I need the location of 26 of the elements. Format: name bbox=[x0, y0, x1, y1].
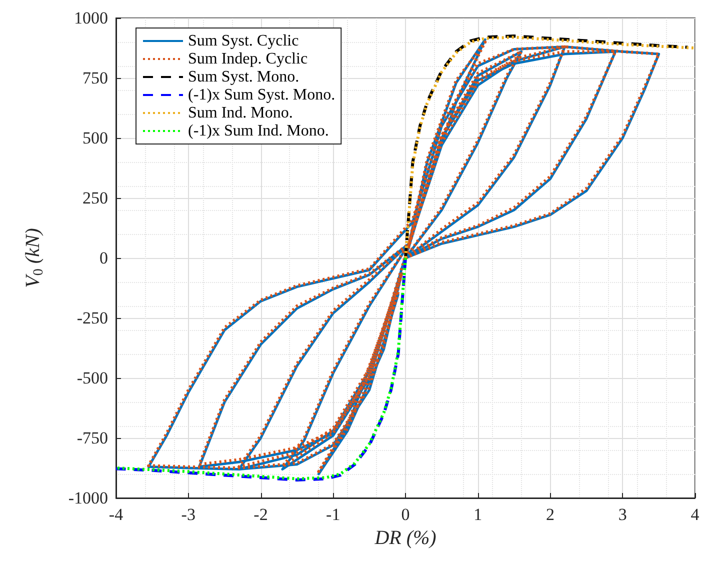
x-tick-label: -3 bbox=[181, 505, 196, 524]
y-tick-label: 250 bbox=[82, 188, 108, 208]
legend-label: Sum Syst. Mono. bbox=[188, 68, 300, 86]
y-tick-label: -500 bbox=[76, 368, 108, 388]
y-tick-label: -1000 bbox=[68, 488, 108, 508]
x-tick-label: 2 bbox=[546, 505, 554, 524]
y-axis-title: V0 (kN) bbox=[22, 228, 46, 288]
y-tick-label: -750 bbox=[76, 428, 108, 448]
x-tick-label: -4 bbox=[108, 505, 124, 524]
legend-label: Sum Syst. Cyclic bbox=[188, 32, 299, 50]
legend-label: Sum Indep. Cyclic bbox=[188, 50, 308, 68]
legend-label: (-1)x Sum Syst. Mono. bbox=[188, 86, 336, 104]
x-tick-label: 0 bbox=[401, 505, 410, 524]
x-tick-label: -2 bbox=[254, 505, 268, 524]
legend-label: Sum Ind. Mono. bbox=[188, 104, 293, 122]
y-tick-label: 1000 bbox=[74, 8, 108, 28]
y-tick-label: -250 bbox=[76, 308, 108, 328]
x-tick-label: -1 bbox=[326, 505, 340, 524]
legend-label: (-1)x Sum Ind. Mono. bbox=[188, 122, 329, 140]
x-tick-label: 4 bbox=[690, 505, 700, 524]
y-tick-label: 0 bbox=[100, 248, 108, 268]
x-tick-label: 3 bbox=[618, 505, 627, 524]
x-tick-label: 1 bbox=[474, 505, 482, 524]
y-tick-label: 500 bbox=[82, 128, 108, 148]
y-tick-label: 750 bbox=[82, 68, 108, 88]
x-axis-title: DR (%) bbox=[374, 527, 437, 549]
